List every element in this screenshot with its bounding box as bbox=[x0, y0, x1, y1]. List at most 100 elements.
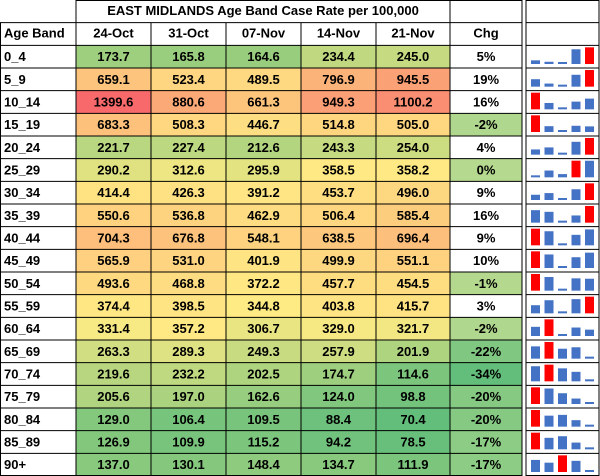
age-band: 25_29 bbox=[4, 162, 40, 177]
spark-bar bbox=[544, 276, 554, 291]
column-header: 14-Nov bbox=[317, 25, 361, 40]
rate-value: 496.0 bbox=[397, 185, 430, 200]
heat-cell bbox=[151, 181, 226, 204]
rate-value: 134.7 bbox=[322, 457, 355, 472]
heat-cell bbox=[76, 272, 151, 295]
spark-bar bbox=[585, 424, 594, 427]
spark-bar bbox=[531, 274, 540, 291]
rate-value: 124.0 bbox=[322, 389, 355, 404]
change-cell bbox=[450, 113, 522, 136]
change-cell bbox=[450, 158, 522, 182]
spark-bar bbox=[544, 319, 554, 336]
rate-value: 165.8 bbox=[172, 49, 205, 64]
rate-value: 205.6 bbox=[97, 389, 130, 404]
heat-cell bbox=[376, 385, 450, 408]
spark-bar bbox=[544, 147, 554, 155]
rate-value: 357.2 bbox=[172, 321, 205, 336]
spark-bar bbox=[585, 402, 594, 404]
age-band: 65_69 bbox=[4, 344, 40, 359]
heat-cell bbox=[226, 272, 301, 295]
rate-value: 70.4 bbox=[400, 412, 426, 427]
spark-bar bbox=[571, 125, 581, 132]
rate-value: 109.9 bbox=[172, 434, 205, 449]
rate-value: 505.0 bbox=[397, 117, 430, 132]
heat-cell bbox=[376, 113, 450, 136]
heat-cell bbox=[76, 294, 151, 318]
heat-cell bbox=[151, 430, 226, 454]
spark-bar bbox=[585, 329, 594, 336]
spark-bar bbox=[585, 379, 594, 382]
rate-value: 254.0 bbox=[397, 140, 430, 155]
rate-value: 796.9 bbox=[322, 72, 355, 87]
heat-cell bbox=[376, 181, 450, 204]
rate-value: 197.0 bbox=[172, 389, 205, 404]
change-value: -2% bbox=[474, 321, 498, 336]
rate-value: 457.7 bbox=[322, 276, 355, 291]
heat-cell bbox=[301, 68, 376, 91]
rate-value: 174.7 bbox=[322, 366, 355, 381]
rate-value: 1399.6 bbox=[94, 94, 134, 109]
spark-bar bbox=[571, 49, 581, 64]
heat-cell bbox=[301, 45, 376, 68]
heat-cell bbox=[376, 317, 450, 340]
heat-cell bbox=[76, 340, 151, 363]
rate-value: 403.8 bbox=[322, 298, 355, 313]
table-title: EAST MIDLANDS Age Band Case Rate per 100… bbox=[107, 3, 419, 18]
spark-bar bbox=[544, 193, 554, 200]
rate-value: 426.3 bbox=[172, 185, 205, 200]
rate-value: 164.6 bbox=[247, 49, 280, 64]
change-value: -20% bbox=[471, 412, 502, 427]
age-band: 40_44 bbox=[4, 230, 41, 245]
spark-bar bbox=[544, 342, 554, 359]
spark-bar bbox=[585, 47, 594, 64]
spark-bar bbox=[585, 98, 594, 110]
spark-bar bbox=[558, 348, 567, 359]
heat-cell bbox=[301, 226, 376, 250]
heat-cell bbox=[151, 385, 226, 408]
spark-bar bbox=[558, 266, 567, 268]
spark-bar bbox=[558, 455, 567, 472]
heat-cell bbox=[376, 226, 450, 250]
change-value: -17% bbox=[471, 457, 502, 472]
rate-value: 263.3 bbox=[97, 344, 130, 359]
age-band: 0_4 bbox=[4, 49, 26, 64]
heat-cell bbox=[151, 362, 226, 386]
spark-bar bbox=[571, 74, 581, 87]
rate-value: 499.9 bbox=[322, 253, 355, 268]
rate-value: 358.2 bbox=[397, 162, 430, 177]
spark-bar bbox=[571, 189, 581, 200]
heat-cell bbox=[301, 385, 376, 408]
rate-value: 372.2 bbox=[247, 276, 280, 291]
column-header: 24-Oct bbox=[93, 25, 134, 40]
column-header: Chg bbox=[473, 25, 498, 40]
heat-cell bbox=[376, 408, 450, 431]
change-cell bbox=[450, 317, 522, 340]
column-header: 31-Oct bbox=[168, 25, 209, 40]
rate-value: 243.3 bbox=[322, 140, 355, 155]
age-band: 90+ bbox=[4, 457, 26, 472]
heat-cell bbox=[151, 272, 226, 295]
heat-cell bbox=[301, 430, 376, 454]
change-cell bbox=[450, 340, 522, 363]
spark-bar bbox=[571, 327, 581, 336]
rate-value: 321.7 bbox=[397, 321, 430, 336]
rate-value: 462.9 bbox=[247, 208, 280, 223]
heat-cell bbox=[376, 294, 450, 318]
change-value: -17% bbox=[471, 434, 502, 449]
spark-bar bbox=[571, 141, 581, 155]
rate-value: 374.4 bbox=[97, 298, 130, 313]
spark-bar bbox=[531, 175, 540, 178]
rate-value: 295.9 bbox=[247, 162, 280, 177]
spark-bar bbox=[531, 60, 540, 64]
change-value: -1% bbox=[474, 276, 498, 291]
rate-value: 78.5 bbox=[400, 434, 425, 449]
heat-cell bbox=[151, 45, 226, 68]
rate-value: 880.6 bbox=[172, 94, 205, 109]
rate-value: 312.6 bbox=[172, 162, 205, 177]
heat-cell bbox=[226, 90, 301, 114]
spark-bar bbox=[585, 278, 594, 291]
change-value: 0% bbox=[477, 162, 496, 177]
heat-cell bbox=[226, 385, 301, 408]
spark-bar bbox=[544, 415, 554, 427]
spark-bar bbox=[571, 101, 581, 110]
